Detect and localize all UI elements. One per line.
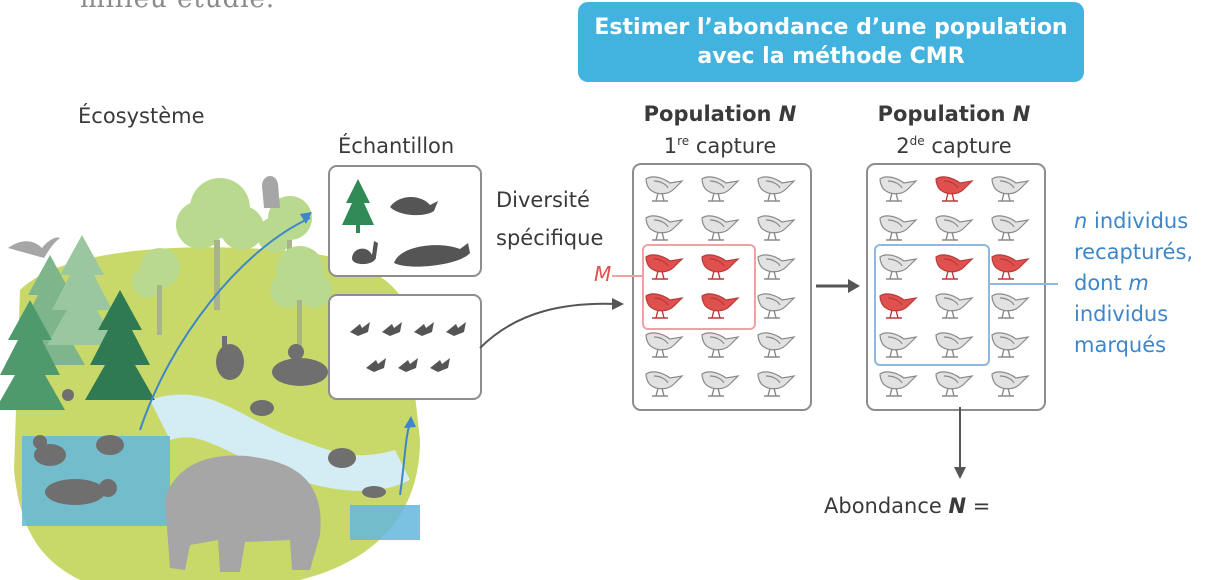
arrow-to-population [479,298,624,349]
conifer-icon [342,179,374,225]
population1-title: Population N [632,102,808,126]
bird-icon [645,215,684,241]
bird-icon [757,332,796,358]
bird-icon [757,215,796,241]
bird-icon [645,332,684,358]
bird-icon [701,332,740,358]
population2-capture-num: 2 [896,134,910,158]
population1-box [632,163,812,411]
population1-title-var: N [778,102,797,126]
bird-icon [701,176,740,202]
marked-bird-icon [935,254,974,280]
bird-icon [757,293,796,319]
marked-bird-icon [701,293,740,319]
bird-icon [350,322,466,372]
population1-title-word: Population [643,102,772,126]
cut-off-caption: milieu étudié. [80,0,275,14]
bird-icon [935,293,974,319]
owl-icon [262,175,280,208]
sample-birds-icons [350,322,466,372]
rabbit-icon [352,241,378,265]
annotation-line2: recapturés, [1074,240,1194,264]
sample-box-birds [328,294,482,400]
title-banner: Estimer l’abondance d’une population ave… [578,2,1084,82]
sample-animals-icons [342,179,470,267]
specific-diversity-line1: Diversité [496,188,590,212]
bird-icon [757,254,796,280]
abundance-var: N [948,494,967,518]
arrow-to-sample-1 [139,217,311,431]
annotation-line5: marqués [1074,333,1167,357]
annotation-m-var: m [1128,271,1149,295]
beaver-icon [390,197,438,216]
marked-group-outline [642,244,756,330]
marked-count-connector [612,275,642,277]
specific-diversity-line2: spécifique [496,226,604,250]
abundance-label: Abondance [824,494,942,518]
abundance-formula: Abondance N = [824,494,990,518]
bird-icon [991,332,1030,358]
sample-box-terrestrial [328,165,482,277]
bird-icon [701,371,740,397]
bird-icon [879,215,918,241]
ecosystem-illustration [0,175,420,580]
bird-icon [879,332,918,358]
population1-birds [645,176,796,397]
arrow-to-result [954,407,966,479]
population2-title-var: N [1012,102,1031,126]
recapture-annotation: n individus recapturés, dont m individus… [1074,206,1193,361]
population2-title: Population N [866,102,1042,126]
title-line-2: avec la méthode CMR [697,44,965,69]
title-line-1: Estimer l’abondance d’une population [594,15,1068,40]
bird-icon [879,254,918,280]
population2-capture-word: capture [931,134,1012,158]
population2-box [866,163,1046,411]
bird-icon [879,176,918,202]
bird-icon [8,237,60,258]
marked-bird-icon [645,254,684,280]
bird-icon [757,371,796,397]
bird-icon [991,293,1030,319]
population1-capture-sup: re [677,134,690,148]
annotation-n-var: n [1074,209,1088,233]
bird-icon [701,215,740,241]
bird-icon [935,215,974,241]
population1-capture-word: capture [695,134,777,158]
marked-bird-icon [701,254,740,280]
marked-count-label: M [594,262,612,286]
bird-icon [991,371,1030,397]
sample-zone-right [350,505,420,540]
abundance-equals: = [972,494,991,518]
recaptured-group-outline [874,244,990,366]
marked-bird-icon [645,293,684,319]
deciduous-tree-icon [132,178,332,350]
bird-icon [645,176,684,202]
recapture-connector [988,283,1058,285]
bird-icon [757,176,796,202]
marked-bird-icon [935,176,974,202]
marked-bird-icon [991,254,1030,280]
bird-icon [991,215,1030,241]
bird-icon [935,371,974,397]
bird-icon [991,176,1030,202]
bird-icon [935,332,974,358]
population2-capture-sup: de [909,134,925,148]
population2-title-word: Population [877,102,1006,126]
arrow-between-captures [816,279,860,293]
population1-capture: 1re capture [632,134,808,158]
annotation-line1: individus [1094,209,1189,233]
bird-icon [879,371,918,397]
sample-label: Échantillon [338,134,455,158]
marked-bird-icon [879,293,918,319]
bird-icon [645,371,684,397]
annotation-line4: individus [1074,302,1169,326]
population2-birds [879,176,1030,397]
annotation-line3: dont [1074,271,1122,295]
animal-silhouettes [33,336,386,505]
ecosystem-label: Écosystème [78,104,205,128]
population2-capture: 2de capture [866,134,1042,158]
population1-capture-num: 1 [663,134,678,158]
raccoon-icon [394,243,470,267]
bear-icon [165,455,321,572]
